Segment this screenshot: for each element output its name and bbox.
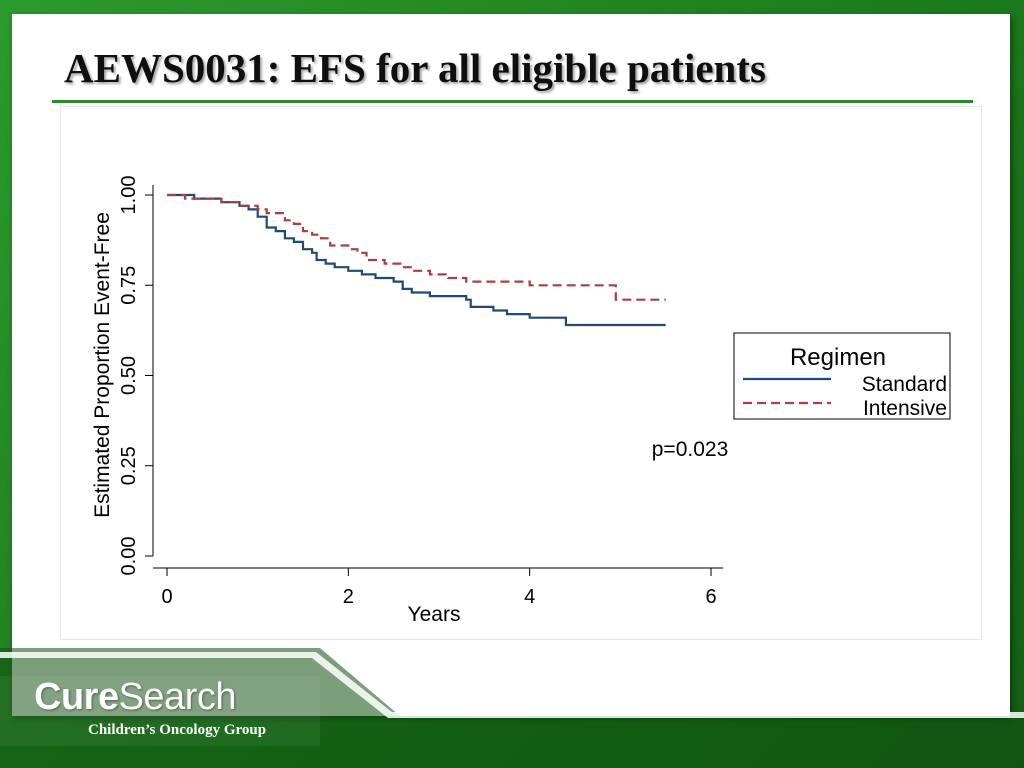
chart-series-layer [167, 193, 666, 327]
logo-light-text: Search [118, 676, 237, 718]
title-underline [52, 100, 973, 103]
x-axis-title: Years [408, 603, 461, 626]
y-tick-label: 1.00 [118, 176, 140, 215]
series-line-standard [167, 193, 666, 327]
y-tick-label: 0.25 [118, 446, 140, 485]
x-tick-label: 0 [161, 586, 172, 608]
chart-panel: 0.00 0.25 0.50 0.75 1.00 0 2 4 6 Years Estimated P… [60, 106, 982, 640]
efs-chart: 0.00 0.25 0.50 0.75 1.00 0 2 4 6 Years Estimated P… [91, 176, 951, 626]
slide-title: AEWS0031: EFS for all eligible patients [64, 45, 766, 91]
y-tick-label: 0.75 [118, 266, 140, 305]
p-value-annotation: p=0.023 [652, 438, 729, 461]
y-tick-label: 0.50 [118, 356, 140, 395]
logo-tagline: Children’s Oncology Group [88, 722, 267, 738]
y-tick-label: 0.00 [118, 537, 140, 576]
footer-band [0, 648, 1024, 768]
legend-box [733, 332, 951, 420]
x-tick-label: 4 [524, 586, 535, 608]
chart-axes: 0.00 0.25 0.50 0.75 1.00 0 2 4 6 Years Estimated P… [91, 176, 723, 626]
logo-bold-text: Cure [34, 676, 119, 718]
x-tick-label: 6 [705, 586, 716, 608]
legend-label-standard: Standard [862, 373, 947, 396]
curesearch-logo: CureSearch [34, 676, 236, 719]
legend-title: Regimen [790, 344, 886, 371]
x-tick-label: 2 [343, 586, 354, 608]
series-line-intensive [167, 193, 666, 301]
y-axis-title: Estimated Proportion Event-Free [91, 212, 114, 518]
legend-label-intensive: Intensive [863, 397, 947, 420]
